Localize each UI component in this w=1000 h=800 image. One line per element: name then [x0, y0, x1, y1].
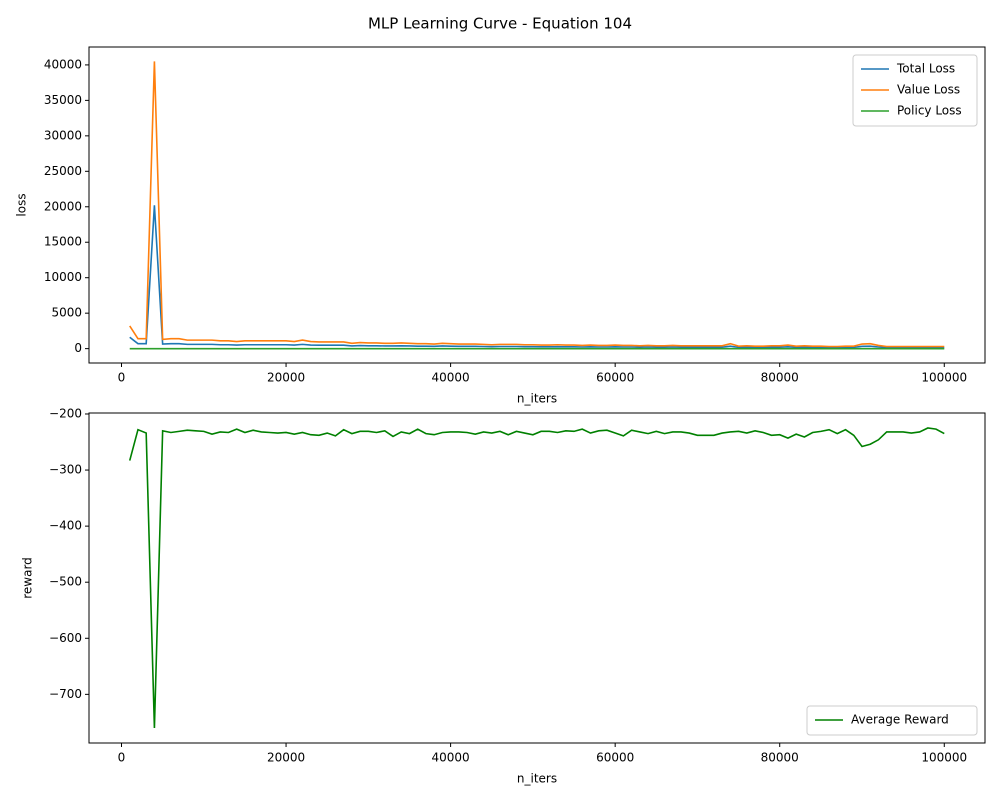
y-tick-label: 0: [74, 341, 82, 355]
x-tick-label: 20000: [267, 751, 305, 765]
y-tick-label: 30000: [44, 128, 82, 142]
y-tick-label: 10000: [44, 270, 82, 284]
x-tick-label: 60000: [596, 371, 634, 385]
x-tick-label: 0: [118, 371, 126, 385]
legend-box: [852, 54, 978, 127]
series-line: [129, 205, 945, 349]
y-axis-label: reward: [21, 557, 35, 599]
x-axis-label: n_iters: [517, 392, 557, 406]
legend: Average Reward: [806, 705, 978, 736]
legend-label: Policy Loss: [897, 104, 962, 118]
legend-box: [806, 705, 978, 736]
y-tick-label: 35000: [44, 93, 82, 107]
y-tick-label: 5000: [51, 306, 82, 320]
legend-label: Average Reward: [851, 713, 949, 727]
legend-label: Value Loss: [897, 83, 960, 97]
x-tick-label: 0: [118, 751, 126, 765]
x-tick-label: 80000: [761, 371, 799, 385]
x-tick-label: 20000: [267, 371, 305, 385]
subplot: 0 20000 40000 60000 80000 100000 −700 −600 −500 −…: [21, 406, 986, 786]
x-axis-label: n_iters: [517, 772, 557, 786]
x-tick-label: 100000: [921, 751, 967, 765]
subplot: 0 20000 40000 60000 80000 100000 0 5000 10000 150…: [15, 46, 986, 406]
legend: Total Loss Value Loss Policy Loss: [852, 54, 978, 127]
x-tick-label: 60000: [596, 751, 634, 765]
axes-frame: [88, 46, 986, 364]
y-axis-label: loss: [15, 193, 29, 216]
x-tick-label: 100000: [921, 371, 967, 385]
axes-frame: [88, 412, 986, 744]
legend-label: Total Loss: [896, 62, 955, 76]
x-tick-label: 40000: [432, 371, 470, 385]
x-tick-label: 40000: [432, 751, 470, 765]
y-tick-label: −400: [49, 519, 82, 533]
series-line: [129, 61, 945, 348]
y-tick-label: 15000: [44, 235, 82, 249]
y-tick-label: −300: [49, 463, 82, 477]
y-tick-label: −600: [49, 631, 82, 645]
y-tick-label: −500: [49, 575, 82, 589]
x-tick-label: 80000: [761, 751, 799, 765]
y-tick-label: −200: [49, 406, 82, 420]
y-tick-label: 40000: [44, 57, 82, 71]
y-tick-label: 25000: [44, 164, 82, 178]
figure-title: MLP Learning Curve - Equation 104: [368, 15, 632, 33]
y-tick-label: −700: [49, 687, 82, 701]
y-tick-label: 20000: [44, 199, 82, 213]
series-line: [128, 427, 945, 729]
